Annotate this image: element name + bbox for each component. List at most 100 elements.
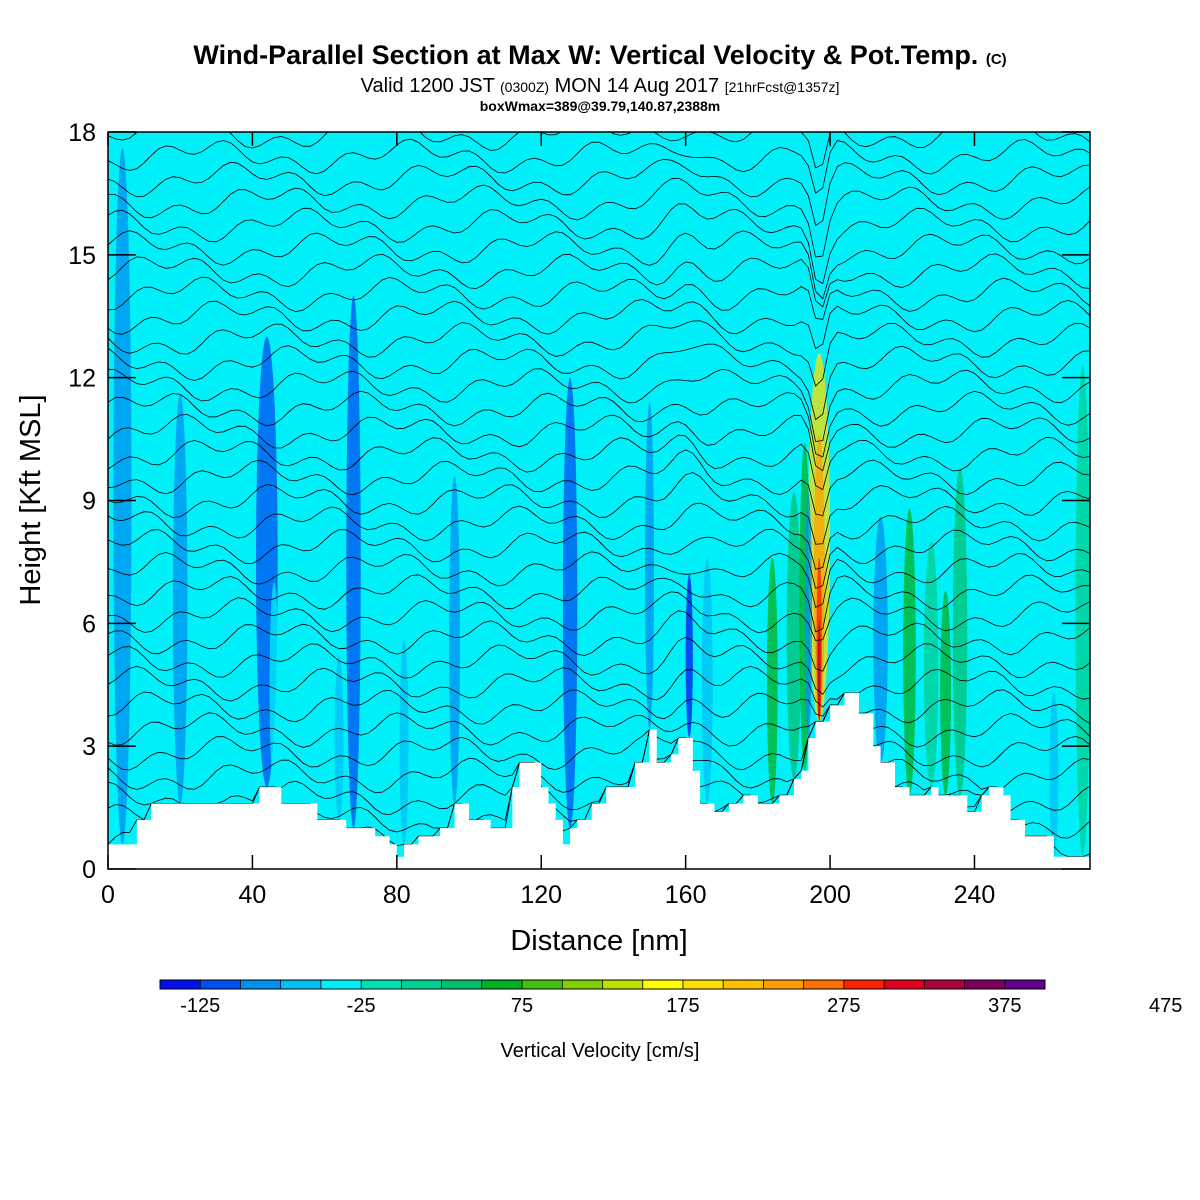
isentrope-line (108, 574, 1090, 633)
y-axis: 0 3 6 9 12 15 18 (68, 119, 1090, 884)
colorbar-swatch (240, 980, 282, 989)
x-tick-label: 80 (383, 881, 411, 909)
isentrope-line (108, 449, 1090, 517)
forecast-note: [21hrFcst@1357z] (724, 79, 840, 95)
isentrope-line (108, 276, 1090, 320)
terrain-mask (108, 692, 1090, 869)
isentrope-line (108, 230, 1090, 300)
y-tick-label: 15 (68, 242, 96, 270)
y-tick-label: 9 (82, 488, 96, 516)
isentrope-line (108, 203, 1090, 285)
isentrope-line (108, 320, 1090, 387)
velocity-streak (1075, 365, 1090, 857)
plot-area (108, 132, 1090, 869)
colorbar-swatch (642, 980, 684, 989)
colorbar-swatch (964, 980, 1006, 989)
chart-header: Wind-Parallel Section at Max W: Vertical… (0, 40, 1200, 114)
colorbar-label: 475 (1149, 995, 1182, 1017)
velocity-streak (940, 590, 952, 796)
isentrope-line (108, 177, 1090, 258)
colorbar-swatch (441, 980, 483, 989)
colorbar-label: 75 (511, 995, 533, 1017)
velocity-streak (1049, 692, 1059, 857)
colorbar-swatch (803, 980, 845, 989)
valid-time-text: Valid 1200 JST (360, 75, 495, 97)
velocity-streak (562, 377, 578, 829)
isentrope-line (108, 343, 1090, 421)
x-tick-label: 240 (954, 881, 996, 909)
colorbar-swatch (361, 980, 402, 989)
y-axis-title: Height [Kft MSL] (15, 394, 47, 605)
box-info: boxWmax=389@39.79,140.87,2388m (479, 98, 721, 114)
y-tick-label: 3 (82, 733, 96, 761)
chart-title: Wind-Parallel Section at Max W: Vertical… (0, 40, 1200, 75)
velocity-streak (172, 394, 188, 804)
colorbar-label: -125 (180, 995, 220, 1017)
isentrope-line (108, 138, 1090, 194)
colorbar-swatch (481, 980, 523, 989)
colorbar-swatch (320, 980, 362, 989)
valid-utc-text: (0300Z) (500, 79, 550, 95)
colorbar-swatch (924, 980, 966, 989)
colorbar-swatch (280, 980, 322, 989)
isentrope-line (108, 610, 1090, 672)
colorbar-swatch (522, 980, 563, 989)
colorbar-swatch (843, 980, 885, 989)
colorbar-swatch (602, 980, 644, 989)
colorbar-swatch (1004, 980, 1046, 989)
colorbar-swatch (200, 980, 241, 989)
isentrope-line (108, 689, 1090, 725)
velocity-streak (645, 402, 655, 730)
velocity-streak (923, 541, 939, 788)
isentrope-line (108, 692, 1090, 771)
colorbar-label: 275 (827, 995, 860, 1017)
velocity-streak (804, 492, 813, 738)
velocity-streak (334, 656, 344, 820)
isentrope-line (108, 692, 1090, 794)
colorbar-swatch (562, 980, 603, 989)
y-tick-label: 6 (82, 610, 96, 638)
isentrope-line (108, 414, 1090, 472)
isentrope-line (108, 665, 1090, 708)
potential-temperature-contours (108, 132, 1090, 858)
colorbar-swatch (682, 980, 724, 989)
isentrope-line (108, 253, 1090, 308)
isentrope-line (108, 551, 1090, 608)
x-tick-label: 200 (809, 881, 851, 909)
colorbar-label: -25 (347, 995, 376, 1017)
velocity-streak (686, 615, 692, 738)
velocity-streak (903, 508, 916, 796)
velocity-streak (399, 639, 409, 845)
x-tick-label: 40 (239, 881, 267, 909)
velocity-streak (701, 557, 713, 804)
isentrope-line (108, 132, 1090, 169)
valid-time-line: Valid 1200 JST (0300Z) MON 14 Aug 2017 [… (0, 75, 1200, 98)
velocity-streak (786, 492, 802, 779)
velocity-streak (817, 619, 821, 722)
colorbar-swatch (884, 980, 925, 989)
y-tick-label: 12 (68, 365, 96, 393)
colorbar-swatch (763, 980, 805, 989)
x-tick-label: 0 (101, 881, 115, 909)
isentrope-line (108, 368, 1090, 442)
velocity-streak (449, 475, 461, 804)
valid-date-text: MON 14 Aug 2017 (554, 75, 720, 97)
colorbar-label: 375 (988, 995, 1021, 1017)
colorbar-swatch (401, 980, 443, 989)
y-tick-label: 18 (68, 119, 96, 147)
velocity-streak (952, 467, 968, 796)
isentrope-line (108, 472, 1090, 545)
velocity-streak (766, 557, 778, 804)
y-tick-label: 0 (82, 856, 96, 884)
x-axis: 0 40 80 120 160 200 240 (101, 132, 995, 909)
colorbar: -125 -25 75 175 275 375 475 (159, 979, 1182, 1017)
copyright-mark: (C) (985, 51, 1007, 68)
colorbar-swatch (723, 980, 764, 989)
colorbar-label: 175 (666, 995, 699, 1017)
colorbar-swatch (160, 980, 201, 989)
isentrope-line (108, 502, 1090, 570)
velocity-streak (346, 295, 361, 829)
isentrope-line (108, 692, 1090, 748)
x-axis-title: Distance [nm] (510, 925, 687, 957)
